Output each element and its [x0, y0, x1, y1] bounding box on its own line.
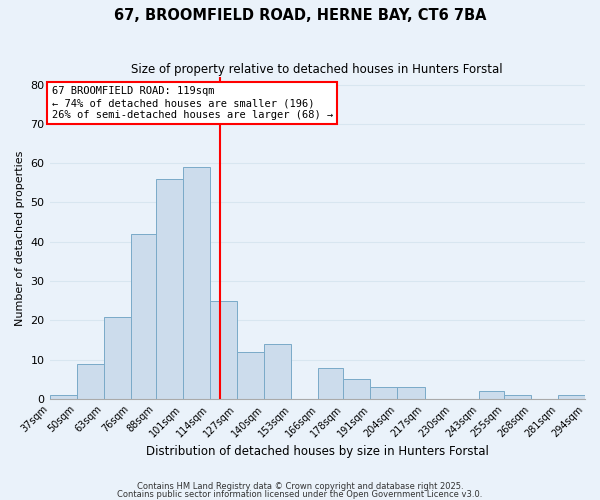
Bar	[77, 364, 104, 399]
Bar	[210, 301, 237, 399]
Text: Contains public sector information licensed under the Open Government Licence v3: Contains public sector information licen…	[118, 490, 482, 499]
Bar	[183, 167, 210, 399]
Bar	[264, 344, 291, 399]
Bar	[131, 234, 156, 399]
Bar	[479, 391, 504, 399]
Text: 67, BROOMFIELD ROAD, HERNE BAY, CT6 7BA: 67, BROOMFIELD ROAD, HERNE BAY, CT6 7BA	[114, 8, 486, 22]
Bar	[343, 380, 370, 399]
Bar	[319, 368, 343, 399]
Text: Contains HM Land Registry data © Crown copyright and database right 2025.: Contains HM Land Registry data © Crown c…	[137, 482, 463, 491]
Title: Size of property relative to detached houses in Hunters Forstal: Size of property relative to detached ho…	[131, 62, 503, 76]
Bar	[50, 395, 77, 399]
Bar	[104, 316, 131, 399]
Bar	[558, 395, 585, 399]
Y-axis label: Number of detached properties: Number of detached properties	[15, 150, 25, 326]
Bar	[237, 352, 264, 399]
Bar	[370, 388, 397, 399]
Bar	[504, 395, 531, 399]
Text: 67 BROOMFIELD ROAD: 119sqm
← 74% of detached houses are smaller (196)
26% of sem: 67 BROOMFIELD ROAD: 119sqm ← 74% of deta…	[52, 86, 333, 120]
Bar	[156, 179, 183, 399]
X-axis label: Distribution of detached houses by size in Hunters Forstal: Distribution of detached houses by size …	[146, 444, 489, 458]
Bar	[397, 388, 425, 399]
